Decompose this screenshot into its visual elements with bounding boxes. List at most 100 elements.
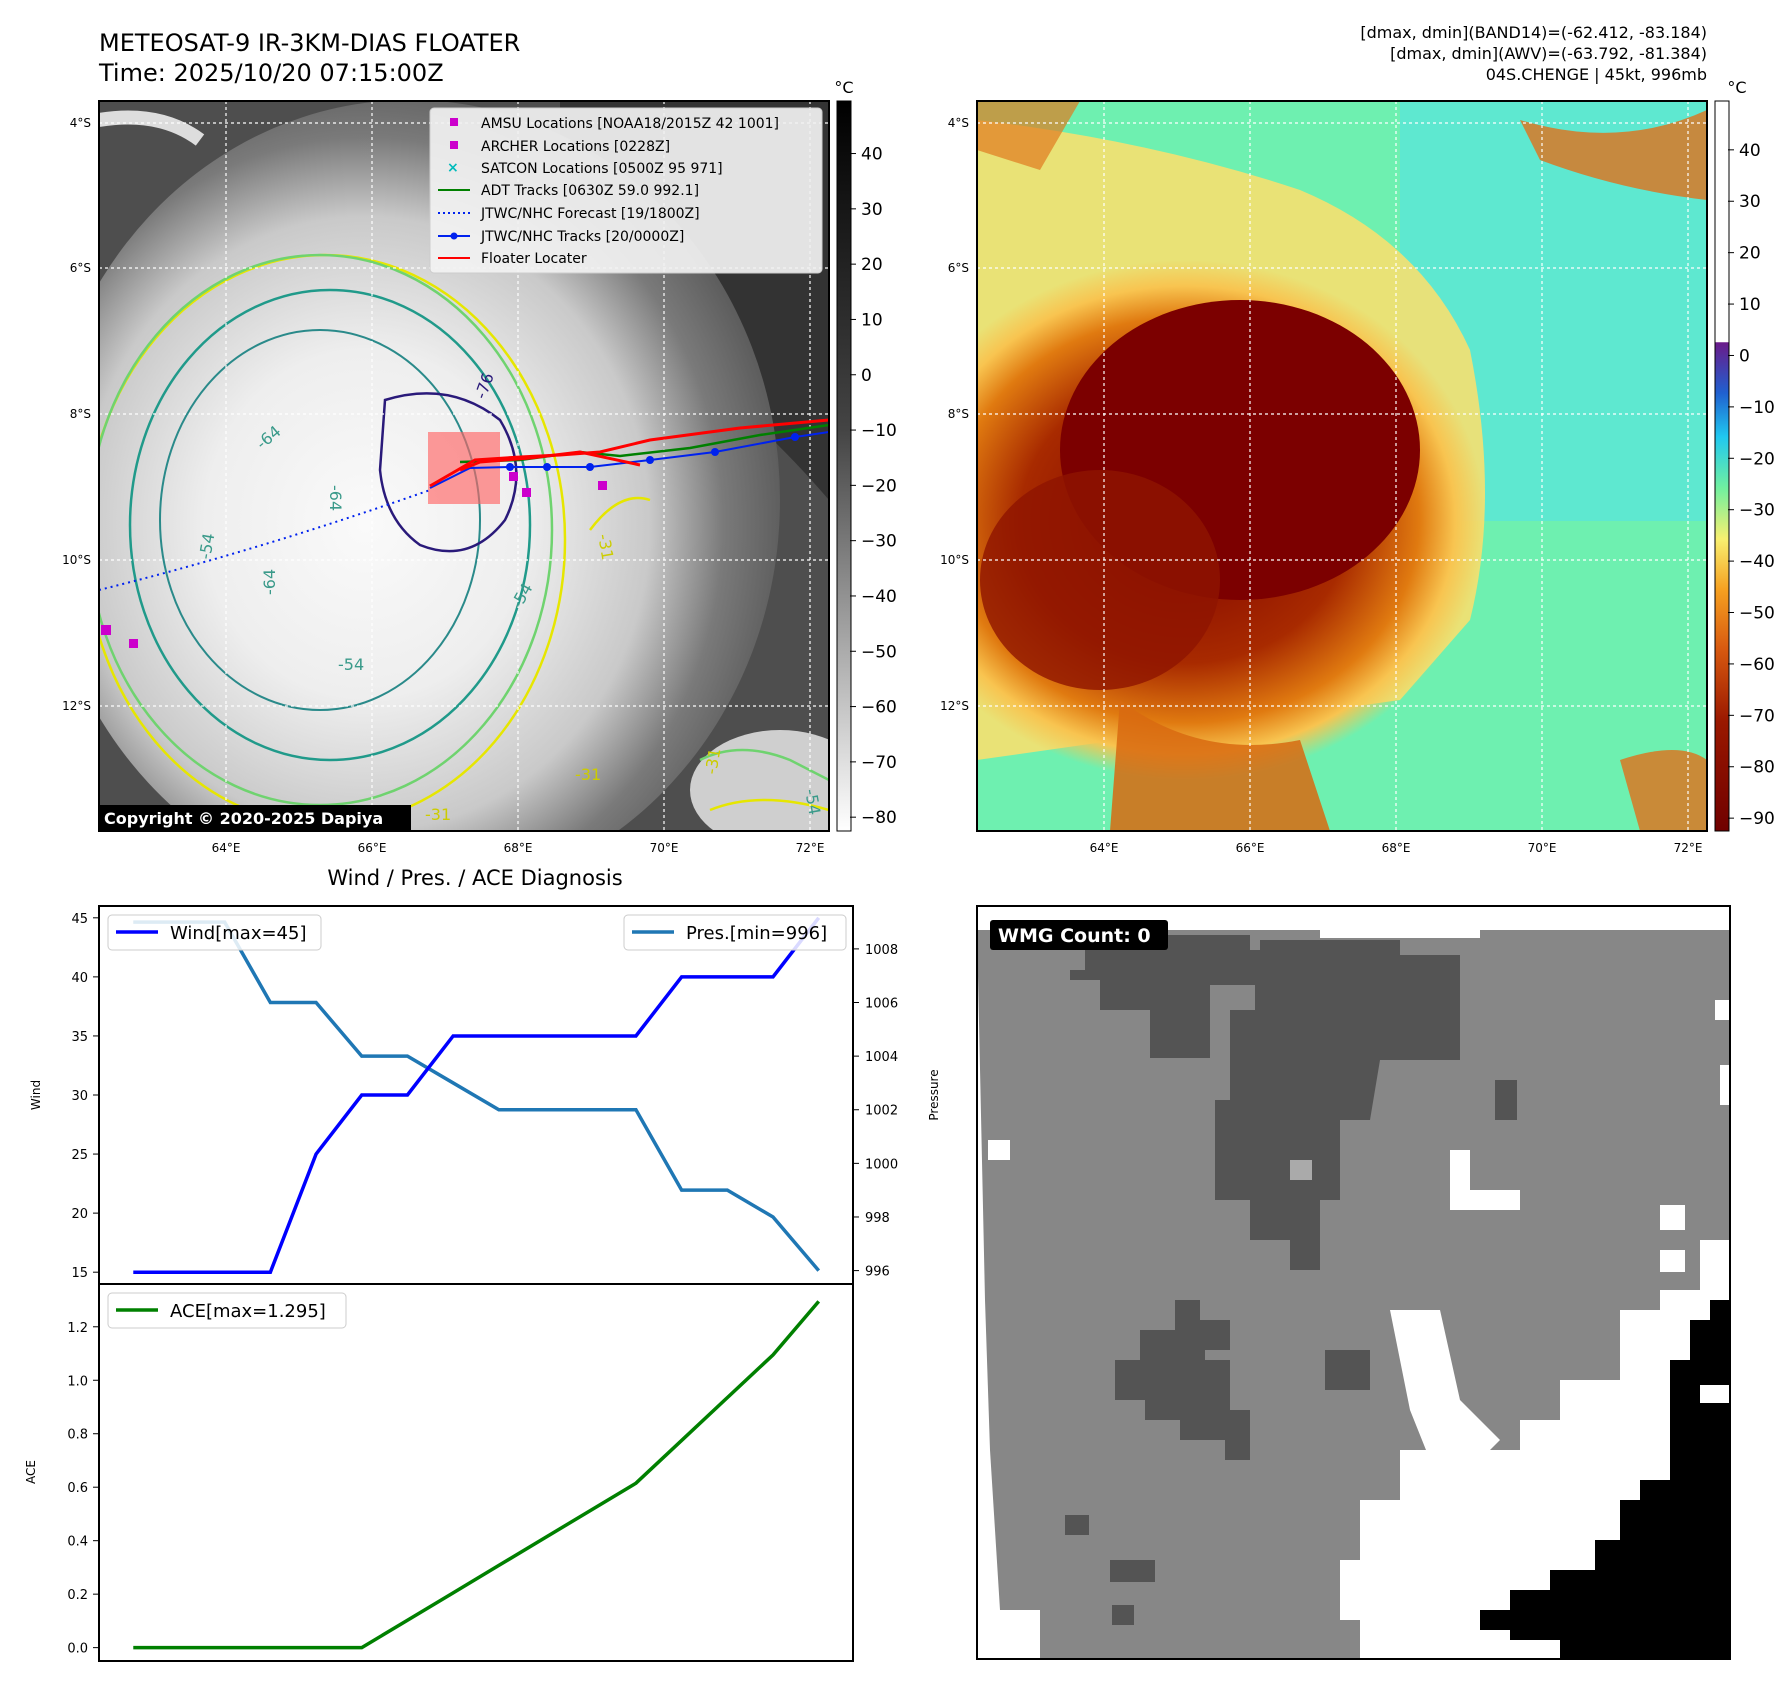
map-legend: AMSU Locations [NOAA18/2015Z 42 1001] AR… <box>429 107 823 274</box>
floater-track <box>459 450 641 472</box>
pressure-ytick-label: 996 <box>865 1265 890 1280</box>
jtwc-track-point <box>506 463 514 471</box>
lon-tick: 66°E <box>1236 841 1265 855</box>
contour-label: -54 <box>195 532 218 561</box>
awv-colorbar-tick-label: 40 <box>1739 141 1761 161</box>
ir-colorbar-tick-label: −50 <box>861 642 897 662</box>
contour-label: -64 <box>260 569 279 595</box>
ace-ytick-label: 0.2 <box>67 1588 88 1603</box>
awv-colorbar-tick-label: −30 <box>1739 501 1775 521</box>
awv-colorbar-unit: °C <box>1727 78 1746 97</box>
ace-ytick-label: 0.4 <box>67 1535 88 1550</box>
awv-colorbar-tick-label: −80 <box>1739 758 1775 778</box>
stats-awv: [dmax, dmin](AWV)=(-63.792, -81.384) <box>1390 44 1707 63</box>
pressure-series-line <box>133 920 821 1272</box>
lat-tick: 4°S <box>70 116 91 130</box>
jtwc-track-point <box>791 433 799 441</box>
wind-legend-label: Wind[max=45] <box>170 923 307 944</box>
lon-tick: 68°E <box>1382 841 1411 855</box>
wind-ytick-label: 20 <box>71 1207 88 1222</box>
archer-location-marker <box>522 488 531 497</box>
contour-label: -31 <box>425 805 451 824</box>
legend-satcon-label: SATCON Locations [0500Z 95 971] <box>481 161 723 177</box>
archer-location-marker <box>509 472 518 481</box>
ir-colorbar-tick-label: −60 <box>861 698 897 718</box>
pressure-ytick-label: 1000 <box>865 1157 898 1172</box>
lon-tick: 72°E <box>796 841 825 855</box>
lat-tick: 6°S <box>948 261 969 275</box>
contour-label: -31 <box>701 747 724 776</box>
legend-archer-label: ARCHER Locations [0228Z] <box>481 139 670 155</box>
legend-floater-label: Floater Locater <box>481 251 587 267</box>
wind-series-line <box>133 916 821 1274</box>
jtwc-track-point <box>711 448 719 456</box>
ir-colorbar-unit: °C <box>834 78 853 97</box>
ir-colorbar-tick-label: −10 <box>861 421 897 441</box>
awv-colorbar-tick-label: −90 <box>1739 809 1775 829</box>
legend-jtwc-forecast-label: JTWC/NHC Forecast [19/1800Z] <box>480 206 700 222</box>
diagnosis-title: Wind / Pres. / ACE Diagnosis <box>327 866 622 890</box>
awv-colorbar-tick-label: −70 <box>1739 706 1775 726</box>
ir-colorbar-tick-label: −80 <box>861 808 897 828</box>
ir-colorbar-tick-label: 30 <box>861 200 883 220</box>
lat-tick: 8°S <box>70 407 91 421</box>
pressure-ytick-label: 1008 <box>865 943 898 958</box>
wind-ytick-label: 45 <box>71 912 88 927</box>
lat-tick: 4°S <box>948 116 969 130</box>
lon-tick: 70°E <box>650 841 679 855</box>
awv-colorbar-tick-label: −10 <box>1739 398 1775 418</box>
copyright-badge <box>99 805 411 831</box>
legend-jtwc-tracks-label: JTWC/NHC Tracks [20/0000Z] <box>480 229 684 245</box>
contour-label: -54 <box>338 655 364 674</box>
contour-label: -54 <box>801 787 824 816</box>
legend-adt-label: ADT Tracks [0630Z 59.0 992.1] <box>481 183 699 199</box>
wind-ytick-label: 30 <box>71 1089 88 1104</box>
contour-label: -31 <box>594 532 617 561</box>
legend-archer-marker <box>450 141 458 149</box>
ace-ytick-label: 0.0 <box>67 1642 88 1657</box>
lat-tick: 10°S <box>940 553 969 567</box>
ace-ytick-label: 0.6 <box>67 1481 88 1496</box>
ir-colorbar-tick-label: −20 <box>861 476 897 496</box>
jtwc-track-point <box>543 463 551 471</box>
figure-title: METEOSAT-9 IR-3KM-DIAS FLOATER <box>99 29 520 57</box>
ace-legend-label: ACE[max=1.295] <box>170 1301 326 1322</box>
stats-band14: [dmax, dmin](BAND14)=(-62.412, -83.184) <box>1360 23 1707 42</box>
legend-satcon-marker: × <box>447 160 459 176</box>
ace-ytick-label: 1.0 <box>67 1374 88 1389</box>
lat-tick: 6°S <box>70 261 91 275</box>
ir-colorbar-tick-label: 10 <box>861 310 883 330</box>
ace-series-line <box>133 1300 821 1650</box>
ir-colorbar-tick-label: −30 <box>861 532 897 552</box>
lat-tick: 10°S <box>62 553 91 567</box>
ace-legend: ACE[max=1.295] <box>107 1292 347 1329</box>
wmg-count-badge <box>990 920 1168 950</box>
wind-ytick-label: 35 <box>71 1030 88 1045</box>
awv-colorbar-tick-label: −50 <box>1739 604 1775 624</box>
wind-ytick-label: 15 <box>71 1266 88 1281</box>
lat-tick: 8°S <box>948 407 969 421</box>
archer-location-marker <box>101 625 111 635</box>
ir-colorbar-tick-label: 20 <box>861 255 883 275</box>
pressure-axis-label: Pressure <box>927 1069 941 1120</box>
jtwc-track-point <box>586 463 594 471</box>
ace-chart: ACE 0.0 0.2 0.4 0.6 0.8 1.0 1.2 ACE[max=1.295] <box>24 1283 854 1662</box>
awv-map-panel: 4°S 6°S 8°S 10°S 12°S 64°E 66°E 68°E 70°… <box>940 100 1708 855</box>
ir-map-panel: -76 -64 -64 -64 -54 -54 -54 -31 -31 -31 … <box>62 100 830 855</box>
amsu-location-marker <box>598 481 607 490</box>
lat-tick: 12°S <box>940 699 969 713</box>
awv-colorbar-tick-label: 30 <box>1739 192 1761 212</box>
lon-tick: 66°E <box>358 841 387 855</box>
jtwc-track-point <box>646 456 654 464</box>
copyright-text: Copyright © 2020-2025 Dapiya <box>104 809 383 828</box>
awv-colorbar-tick-label: −40 <box>1739 552 1775 572</box>
wmg-panel: WMG Count: 0 <box>976 905 1731 1660</box>
ace-ytick-label: 0.8 <box>67 1428 88 1443</box>
legend-amsu-marker <box>450 118 458 126</box>
pressure-ytick-label: 998 <box>865 1211 890 1226</box>
pressure-legend: Pres.[min=996] <box>623 914 847 951</box>
awv-colorbar: °C 40 30 20 10 0 −10 −20 −30 −40 −50 −60 −70 −80 −90 <box>1714 78 1775 832</box>
awv-colorbar-tick-label: 20 <box>1739 244 1761 264</box>
wind-axis-label: Wind <box>29 1080 43 1110</box>
